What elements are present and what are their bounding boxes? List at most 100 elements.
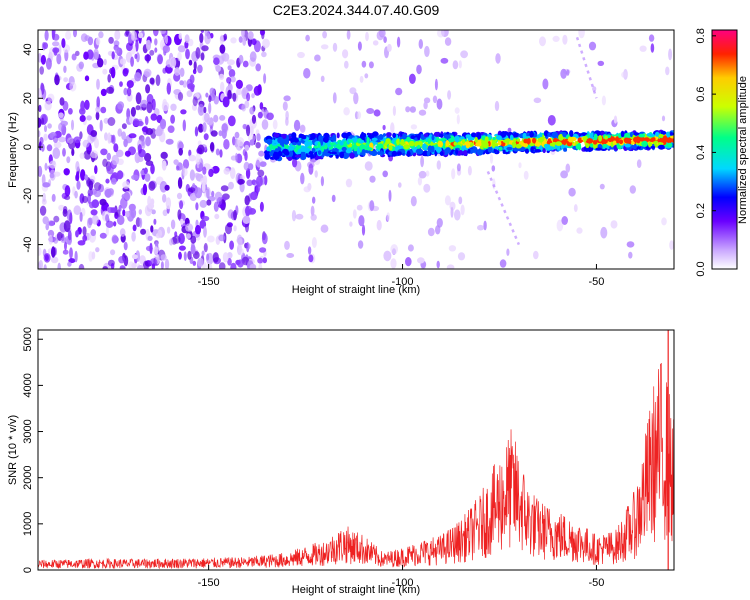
spectrogram-tone-cell bbox=[595, 147, 603, 151]
spectrogram-cell bbox=[446, 264, 455, 269]
spectrogram-cell bbox=[79, 115, 86, 122]
spectrogram-tone-cell bbox=[491, 141, 496, 148]
spectrogram-tone-cell bbox=[633, 136, 640, 143]
spectrogram-cell bbox=[390, 244, 399, 255]
spectrogram-cell bbox=[106, 152, 112, 161]
spectrogram-tone-cell bbox=[294, 154, 302, 158]
colorbar-tick-label: 0.0 bbox=[695, 261, 707, 276]
spectrogram-cell bbox=[424, 45, 430, 58]
spectrogram-cell bbox=[58, 204, 65, 211]
spectrogram-cell bbox=[83, 51, 89, 60]
spectrogram-cell bbox=[225, 223, 232, 235]
x-tick-label: -150 bbox=[198, 276, 220, 288]
spectrogram-y-axis-label: Frequency (Hz) bbox=[7, 112, 19, 188]
spectrogram-tone-cell bbox=[345, 148, 352, 154]
spectrogram-cell bbox=[189, 169, 195, 181]
spectrogram-cell bbox=[206, 253, 210, 261]
spectrogram-cell bbox=[118, 256, 126, 264]
spectrogram-cell bbox=[107, 117, 116, 126]
spectrogram-cell bbox=[174, 67, 181, 76]
spectrogram-tone-cell bbox=[530, 146, 534, 153]
spectrogram-cell bbox=[162, 45, 171, 53]
spectrogram-cell bbox=[62, 249, 69, 255]
spectrogram-cell bbox=[440, 57, 449, 64]
y-tick-label: 4000 bbox=[22, 373, 34, 397]
spectrogram-tone-cell bbox=[386, 132, 392, 137]
spectrogram-cell bbox=[227, 115, 236, 127]
spectrogram-cell bbox=[221, 52, 230, 62]
spectrogram-cell bbox=[311, 237, 317, 248]
spectrogram-cell bbox=[164, 184, 170, 191]
spectrogram-cell bbox=[533, 97, 542, 104]
spectrogram-cell bbox=[149, 242, 153, 255]
colorbar-tick-label: 0.8 bbox=[695, 28, 707, 43]
spectrogram-cell bbox=[232, 92, 237, 102]
spectrogram-cell bbox=[94, 138, 99, 149]
spectrogram-cell bbox=[65, 30, 72, 40]
spectrogram-cell bbox=[201, 45, 209, 52]
spectrogram-tone-cell bbox=[317, 150, 322, 156]
x-tick-label: -100 bbox=[392, 577, 414, 589]
spectrogram-cell bbox=[44, 30, 49, 41]
spectrogram-cell bbox=[61, 192, 68, 199]
spectrogram-cell bbox=[131, 174, 139, 180]
spectrogram-cell bbox=[119, 228, 126, 237]
spectrogram-cell bbox=[200, 30, 205, 34]
spectrogram-cell bbox=[310, 205, 315, 217]
spectrogram-tone-cell bbox=[308, 151, 314, 155]
spectrogram-cell bbox=[186, 233, 191, 239]
y-tick-label: 3000 bbox=[22, 419, 34, 443]
spectrogram-cell bbox=[307, 246, 312, 255]
spectrogram-cell bbox=[235, 79, 243, 89]
spectrogram-cell bbox=[68, 108, 73, 115]
spectrogram-tone-cell bbox=[371, 137, 378, 141]
spectrogram-cell bbox=[388, 189, 392, 202]
spectrogram-tone-cell bbox=[563, 145, 569, 149]
spectrogram-cell bbox=[215, 148, 220, 156]
snr-x-axis-label: Height of straight line (km) bbox=[292, 584, 420, 596]
spectrogram-cell bbox=[215, 65, 221, 72]
spectrogram-cell bbox=[361, 60, 367, 68]
spectrogram-tone-cell bbox=[505, 138, 510, 144]
spectrogram-cell bbox=[49, 172, 55, 179]
spectrogram-tone-cell bbox=[582, 135, 588, 142]
spectrogram-cell bbox=[650, 43, 655, 53]
spectrogram-cell bbox=[43, 264, 47, 269]
spectrogram-cell bbox=[213, 201, 219, 212]
spectrogram-cell bbox=[106, 86, 114, 94]
spectrogram-cell bbox=[198, 123, 204, 133]
spectrogram-cell bbox=[353, 92, 359, 105]
spectrogram-cell bbox=[561, 216, 568, 225]
spectrogram-cell bbox=[131, 262, 137, 269]
spectrogram-cell bbox=[150, 225, 154, 233]
spectrogram-cell bbox=[146, 53, 150, 64]
spectrogram-cell bbox=[483, 220, 487, 231]
spectrogram-tone-cell bbox=[484, 136, 489, 143]
spectrogram-cell bbox=[263, 175, 268, 186]
spectrogram-cell bbox=[170, 114, 176, 124]
spectrogram-cell bbox=[84, 99, 90, 110]
spectrogram-cell bbox=[259, 30, 266, 36]
spectrogram-cell bbox=[164, 34, 168, 45]
spectrogram-cell bbox=[114, 30, 121, 41]
spectrogram-cell bbox=[223, 33, 228, 41]
x-tick-label: -150 bbox=[198, 577, 220, 589]
spectrogram-cell bbox=[460, 204, 465, 216]
spectrogram-cell bbox=[379, 30, 386, 38]
y-tick-label: 40 bbox=[22, 43, 34, 55]
spectrogram-tone-cell bbox=[487, 146, 493, 153]
spectrogram-cell bbox=[208, 168, 214, 178]
spectrogram-cell bbox=[295, 213, 304, 220]
spectrogram-cell bbox=[53, 171, 61, 177]
spectrogram-cell bbox=[491, 165, 496, 172]
spectrogram-cell bbox=[597, 60, 605, 66]
spectrogram-cell bbox=[90, 150, 99, 159]
spectrogram-cell bbox=[170, 103, 177, 112]
snr-line-layer bbox=[38, 330, 674, 570]
spectrogram-cell bbox=[193, 61, 197, 71]
spectrogram-cell bbox=[123, 138, 128, 148]
spectrogram-cell bbox=[368, 61, 374, 69]
spectrogram-cell bbox=[211, 190, 215, 198]
spectrogram-cell bbox=[83, 150, 92, 160]
spectrogram-cell bbox=[409, 73, 416, 85]
